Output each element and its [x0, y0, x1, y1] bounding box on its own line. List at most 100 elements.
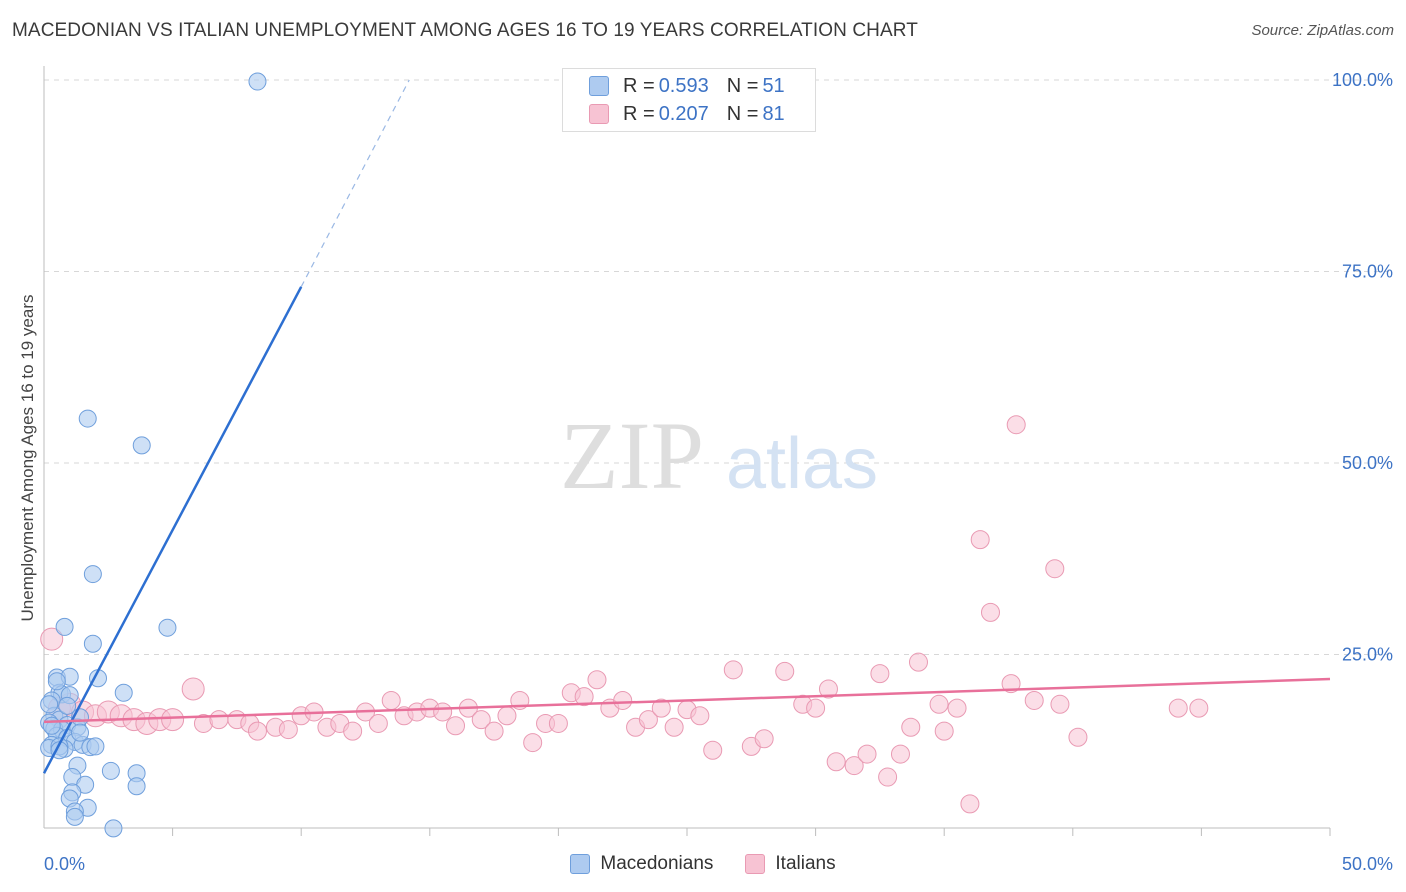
italians-point — [934, 721, 954, 741]
italians-point — [548, 713, 568, 733]
watermark-zip: ZIP — [560, 402, 704, 509]
legend-r-value: 0.207 — [658, 102, 709, 125]
macedonians-point — [65, 807, 84, 826]
italians-point — [826, 752, 846, 772]
italians-point — [857, 744, 877, 764]
italians-point — [929, 694, 949, 714]
macedonians-point — [71, 723, 90, 742]
italians-swatch — [589, 104, 609, 124]
legend-label-macedonians: Macedonians — [600, 853, 714, 874]
macedonians-point — [104, 819, 123, 838]
x-tick-label: 50.0% — [1342, 854, 1393, 874]
italians-point — [806, 698, 826, 718]
italians-point — [947, 698, 967, 718]
italians-point — [161, 708, 185, 732]
source-label: Source: ZipAtlas.com — [1251, 22, 1394, 39]
y-tick-label: 50.0% — [1342, 453, 1393, 473]
legend-row-italians: R = 0.207 N = 81 — [589, 101, 785, 127]
italians-point — [497, 706, 517, 726]
italians-point — [181, 677, 205, 701]
macedonians-points — [40, 72, 267, 838]
legend-n-value: 51 — [762, 74, 785, 97]
italians-point — [471, 710, 491, 730]
italians-point — [664, 717, 684, 737]
italians-point — [1006, 415, 1026, 435]
correlation-legend: R = 0.593 N = 51 R = 0.207 N = 81 — [562, 68, 816, 132]
macedonians-trend-line — [42, 286, 303, 774]
italians-point — [775, 661, 795, 681]
macedonians-point — [114, 683, 133, 702]
italians-point — [870, 664, 890, 684]
italians-point — [40, 627, 64, 651]
italians-point — [613, 690, 633, 710]
italians-point — [1068, 727, 1088, 747]
macedonians-point — [47, 672, 66, 691]
italians-point — [523, 733, 543, 753]
italians-point — [1189, 698, 1209, 718]
legend-label-italians: Italians — [775, 853, 836, 874]
macedonians-point — [40, 695, 59, 714]
italians-point — [1024, 690, 1044, 710]
italians-point — [1050, 694, 1070, 714]
macedonians-point — [248, 72, 267, 91]
italians-point — [908, 652, 928, 672]
macedonians-point — [132, 436, 151, 455]
italians-point — [754, 729, 774, 749]
macedonians-point — [158, 618, 177, 637]
italians-point — [960, 794, 980, 814]
italians-point — [343, 721, 363, 741]
y-tick-label: 75.0% — [1342, 262, 1393, 282]
italians-point — [1045, 559, 1065, 579]
italians-point — [368, 713, 388, 733]
macedonians-point — [83, 565, 102, 584]
series-legend: Macedonians Italians — [0, 852, 1406, 876]
italians-point — [381, 690, 401, 710]
italians-point — [484, 721, 504, 741]
macedonians-point — [101, 761, 120, 780]
italians-point — [970, 530, 990, 550]
macedonians-trend-extension — [300, 79, 410, 288]
italians-point — [890, 744, 910, 764]
macedonians-swatch — [589, 76, 609, 96]
macedonians-point — [58, 696, 77, 715]
macedonians-point — [86, 737, 105, 756]
macedonians-point — [42, 716, 61, 735]
italians-point — [703, 740, 723, 760]
macedonians-point — [78, 409, 97, 428]
macedonians-swatch — [570, 854, 591, 874]
italians-point — [980, 602, 1000, 622]
italians-point — [901, 717, 921, 737]
italians-point — [1168, 698, 1188, 718]
watermark: ZIP atlas — [560, 402, 878, 509]
legend-r-label: R = — [623, 74, 655, 97]
italians-point — [844, 756, 864, 776]
legend-r-value: 0.593 — [658, 74, 709, 97]
italians-point — [247, 721, 267, 741]
italians-point — [878, 767, 898, 787]
y-tick-label: 25.0% — [1342, 645, 1393, 665]
italians-point — [433, 702, 453, 722]
watermark-atlas: atlas — [726, 424, 878, 504]
tick-labels: 100.0% 75.0% 50.0% 25.0% 0.0% 50.0% — [44, 70, 1393, 874]
italians-swatch — [745, 854, 766, 874]
italians-point — [209, 710, 229, 730]
italians-point — [690, 706, 710, 726]
y-tick-label: 100.0% — [1332, 70, 1393, 90]
italians-point — [446, 716, 466, 736]
italians-point — [587, 670, 607, 690]
chart-title: MACEDONIAN VS ITALIAN UNEMPLOYMENT AMONG… — [12, 20, 918, 41]
macedonians-point — [127, 777, 146, 796]
legend-n-value: 81 — [762, 102, 785, 125]
italians-trend-line — [43, 677, 1331, 724]
legend-row-macedonians: R = 0.593 N = 51 — [589, 73, 785, 99]
legend-item-macedonians[interactable]: Macedonians — [570, 853, 713, 875]
legend-item-italians[interactable]: Italians — [745, 853, 836, 875]
italians-point — [651, 698, 671, 718]
legend-n-label: N = — [726, 74, 759, 97]
macedonians-point — [55, 617, 74, 636]
italians-point — [818, 679, 838, 699]
gridlines — [44, 79, 1394, 655]
italians-point — [1001, 674, 1021, 694]
trend-lines — [42, 79, 1331, 774]
